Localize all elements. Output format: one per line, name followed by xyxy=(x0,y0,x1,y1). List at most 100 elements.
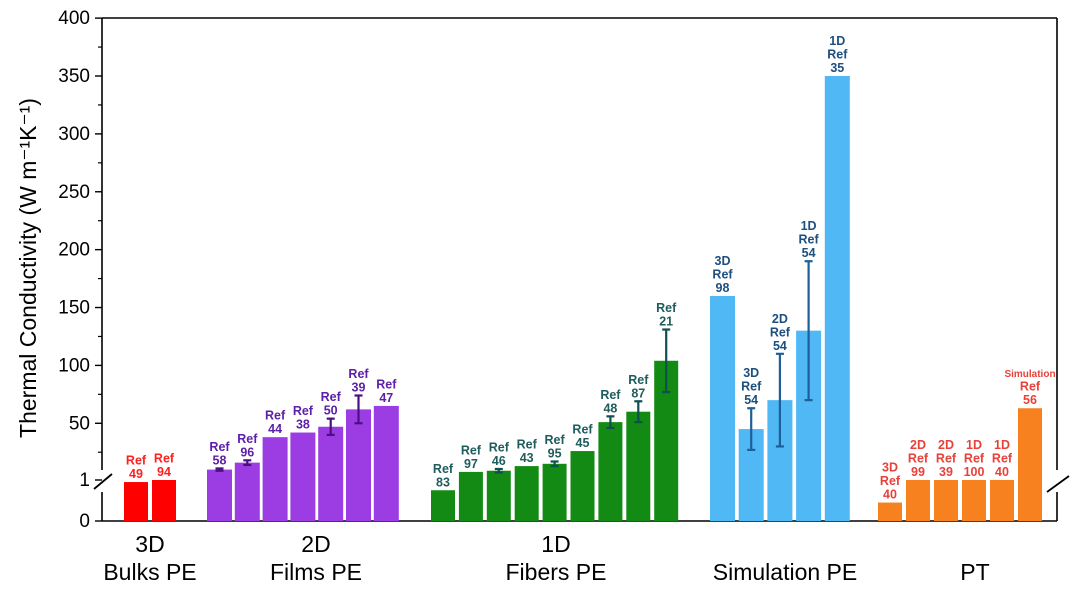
bar-label: Ref xyxy=(770,325,791,339)
bar-label: Ref xyxy=(628,373,649,387)
y-tick-label: 200 xyxy=(58,240,90,261)
axis-break-right xyxy=(1046,475,1070,493)
axis-break-left xyxy=(93,473,113,490)
group-label-line2: Fibers PE xyxy=(506,559,607,585)
group-label-line2: PT xyxy=(960,559,989,585)
bar-label: 44 xyxy=(268,422,282,436)
bar-label: 39 xyxy=(939,465,953,479)
bar-label: 94 xyxy=(157,465,171,479)
bar xyxy=(990,479,1014,521)
bar-label: 38 xyxy=(296,418,310,432)
bar-label: 2D xyxy=(910,438,926,452)
bar-label: 56 xyxy=(1023,393,1037,407)
bar xyxy=(514,466,539,521)
bar-label: Ref xyxy=(461,443,482,457)
bar-label: 54 xyxy=(802,246,816,260)
bar-label: Ref xyxy=(489,441,510,455)
bar xyxy=(234,462,260,521)
y-tick-label: 0 xyxy=(79,511,90,532)
bar-label: 3D xyxy=(715,254,731,268)
bar-label: Ref xyxy=(265,409,286,423)
y-tick-label: 50 xyxy=(69,413,90,434)
bar-label: Ref xyxy=(799,233,820,247)
group-label-line2: Films PE xyxy=(270,559,362,585)
y-tick-label: 250 xyxy=(58,182,90,203)
bar xyxy=(824,76,850,522)
bar-label: 43 xyxy=(520,451,534,465)
bar-label: Ref xyxy=(880,474,901,488)
bar-label: 49 xyxy=(129,467,143,481)
bar xyxy=(906,480,930,521)
bar xyxy=(124,482,148,521)
bar-label: Ref xyxy=(908,452,929,466)
bar-label: Ref xyxy=(600,388,621,402)
y-tick-label: 100 xyxy=(58,355,90,376)
bar-label: Ref xyxy=(545,433,566,447)
bar xyxy=(878,502,902,521)
bar xyxy=(542,463,567,521)
bar-label: Ref xyxy=(321,390,342,404)
group-label-line1: 2D xyxy=(301,531,330,557)
bar-label: 2D xyxy=(772,312,788,326)
bar-label: 1D xyxy=(829,34,845,48)
bar xyxy=(598,422,623,521)
bar xyxy=(290,432,316,521)
bar xyxy=(431,490,455,521)
bar-label: Ref xyxy=(992,451,1013,465)
bar-label: Ref xyxy=(154,452,175,466)
bar-label: 100 xyxy=(964,465,985,479)
bar-label: 50 xyxy=(324,404,338,418)
bar xyxy=(570,451,595,521)
bar-label: Ref xyxy=(656,301,677,315)
bar-label: 40 xyxy=(883,488,897,502)
y-tick-label: 400 xyxy=(58,8,90,29)
bar-label: Ref xyxy=(1020,380,1041,394)
bar-label: Ref xyxy=(936,452,957,466)
y-axis-title: Thermal Conductivity (W m⁻¹K⁻¹) xyxy=(15,98,41,438)
bar xyxy=(962,480,986,521)
bar-label: 1D xyxy=(966,438,982,452)
bar xyxy=(318,426,344,521)
bar-label: 48 xyxy=(603,401,617,415)
bar-label: Ref xyxy=(348,367,369,381)
bar-label: 87 xyxy=(631,386,645,400)
bar-label: Ref xyxy=(572,423,593,437)
bar-label: 35 xyxy=(830,61,844,75)
bar xyxy=(486,470,511,521)
bar-label: 58 xyxy=(213,453,227,467)
bar-label: 96 xyxy=(240,445,254,459)
bar-label: Ref xyxy=(712,267,733,281)
bar xyxy=(262,437,288,521)
bar-label: 83 xyxy=(436,475,450,489)
bar-label: 21 xyxy=(659,315,673,329)
y-tick-label: 350 xyxy=(58,66,90,87)
bar xyxy=(1018,408,1042,521)
bar-label: Ref xyxy=(237,432,258,446)
bar-label: Ref xyxy=(517,438,538,452)
bar-label: Simulation xyxy=(1004,369,1055,380)
bar xyxy=(207,469,232,521)
bar-label: 1D xyxy=(994,438,1010,452)
bar xyxy=(710,295,735,521)
bar-label: 1D xyxy=(801,219,817,233)
bar xyxy=(934,480,958,521)
bar-label: 39 xyxy=(352,380,366,394)
bar-label: Ref xyxy=(293,404,314,418)
bar-label: 45 xyxy=(576,436,590,450)
bar xyxy=(346,409,371,521)
bar-label: Ref xyxy=(741,380,762,394)
bar-label: 97 xyxy=(464,457,478,471)
bar-label: 3D xyxy=(743,366,759,380)
y-tick-label: 300 xyxy=(58,124,90,145)
bar-label: Ref xyxy=(433,462,454,476)
bar xyxy=(626,411,651,521)
bar-label: 2D xyxy=(938,438,954,452)
bar-label: 40 xyxy=(995,465,1009,479)
bar xyxy=(152,480,176,521)
bar-label: 3D xyxy=(882,461,898,475)
bar-label: Ref xyxy=(376,377,397,391)
group-label-line2: Simulation PE xyxy=(713,559,857,585)
bar-label: 98 xyxy=(716,281,730,295)
